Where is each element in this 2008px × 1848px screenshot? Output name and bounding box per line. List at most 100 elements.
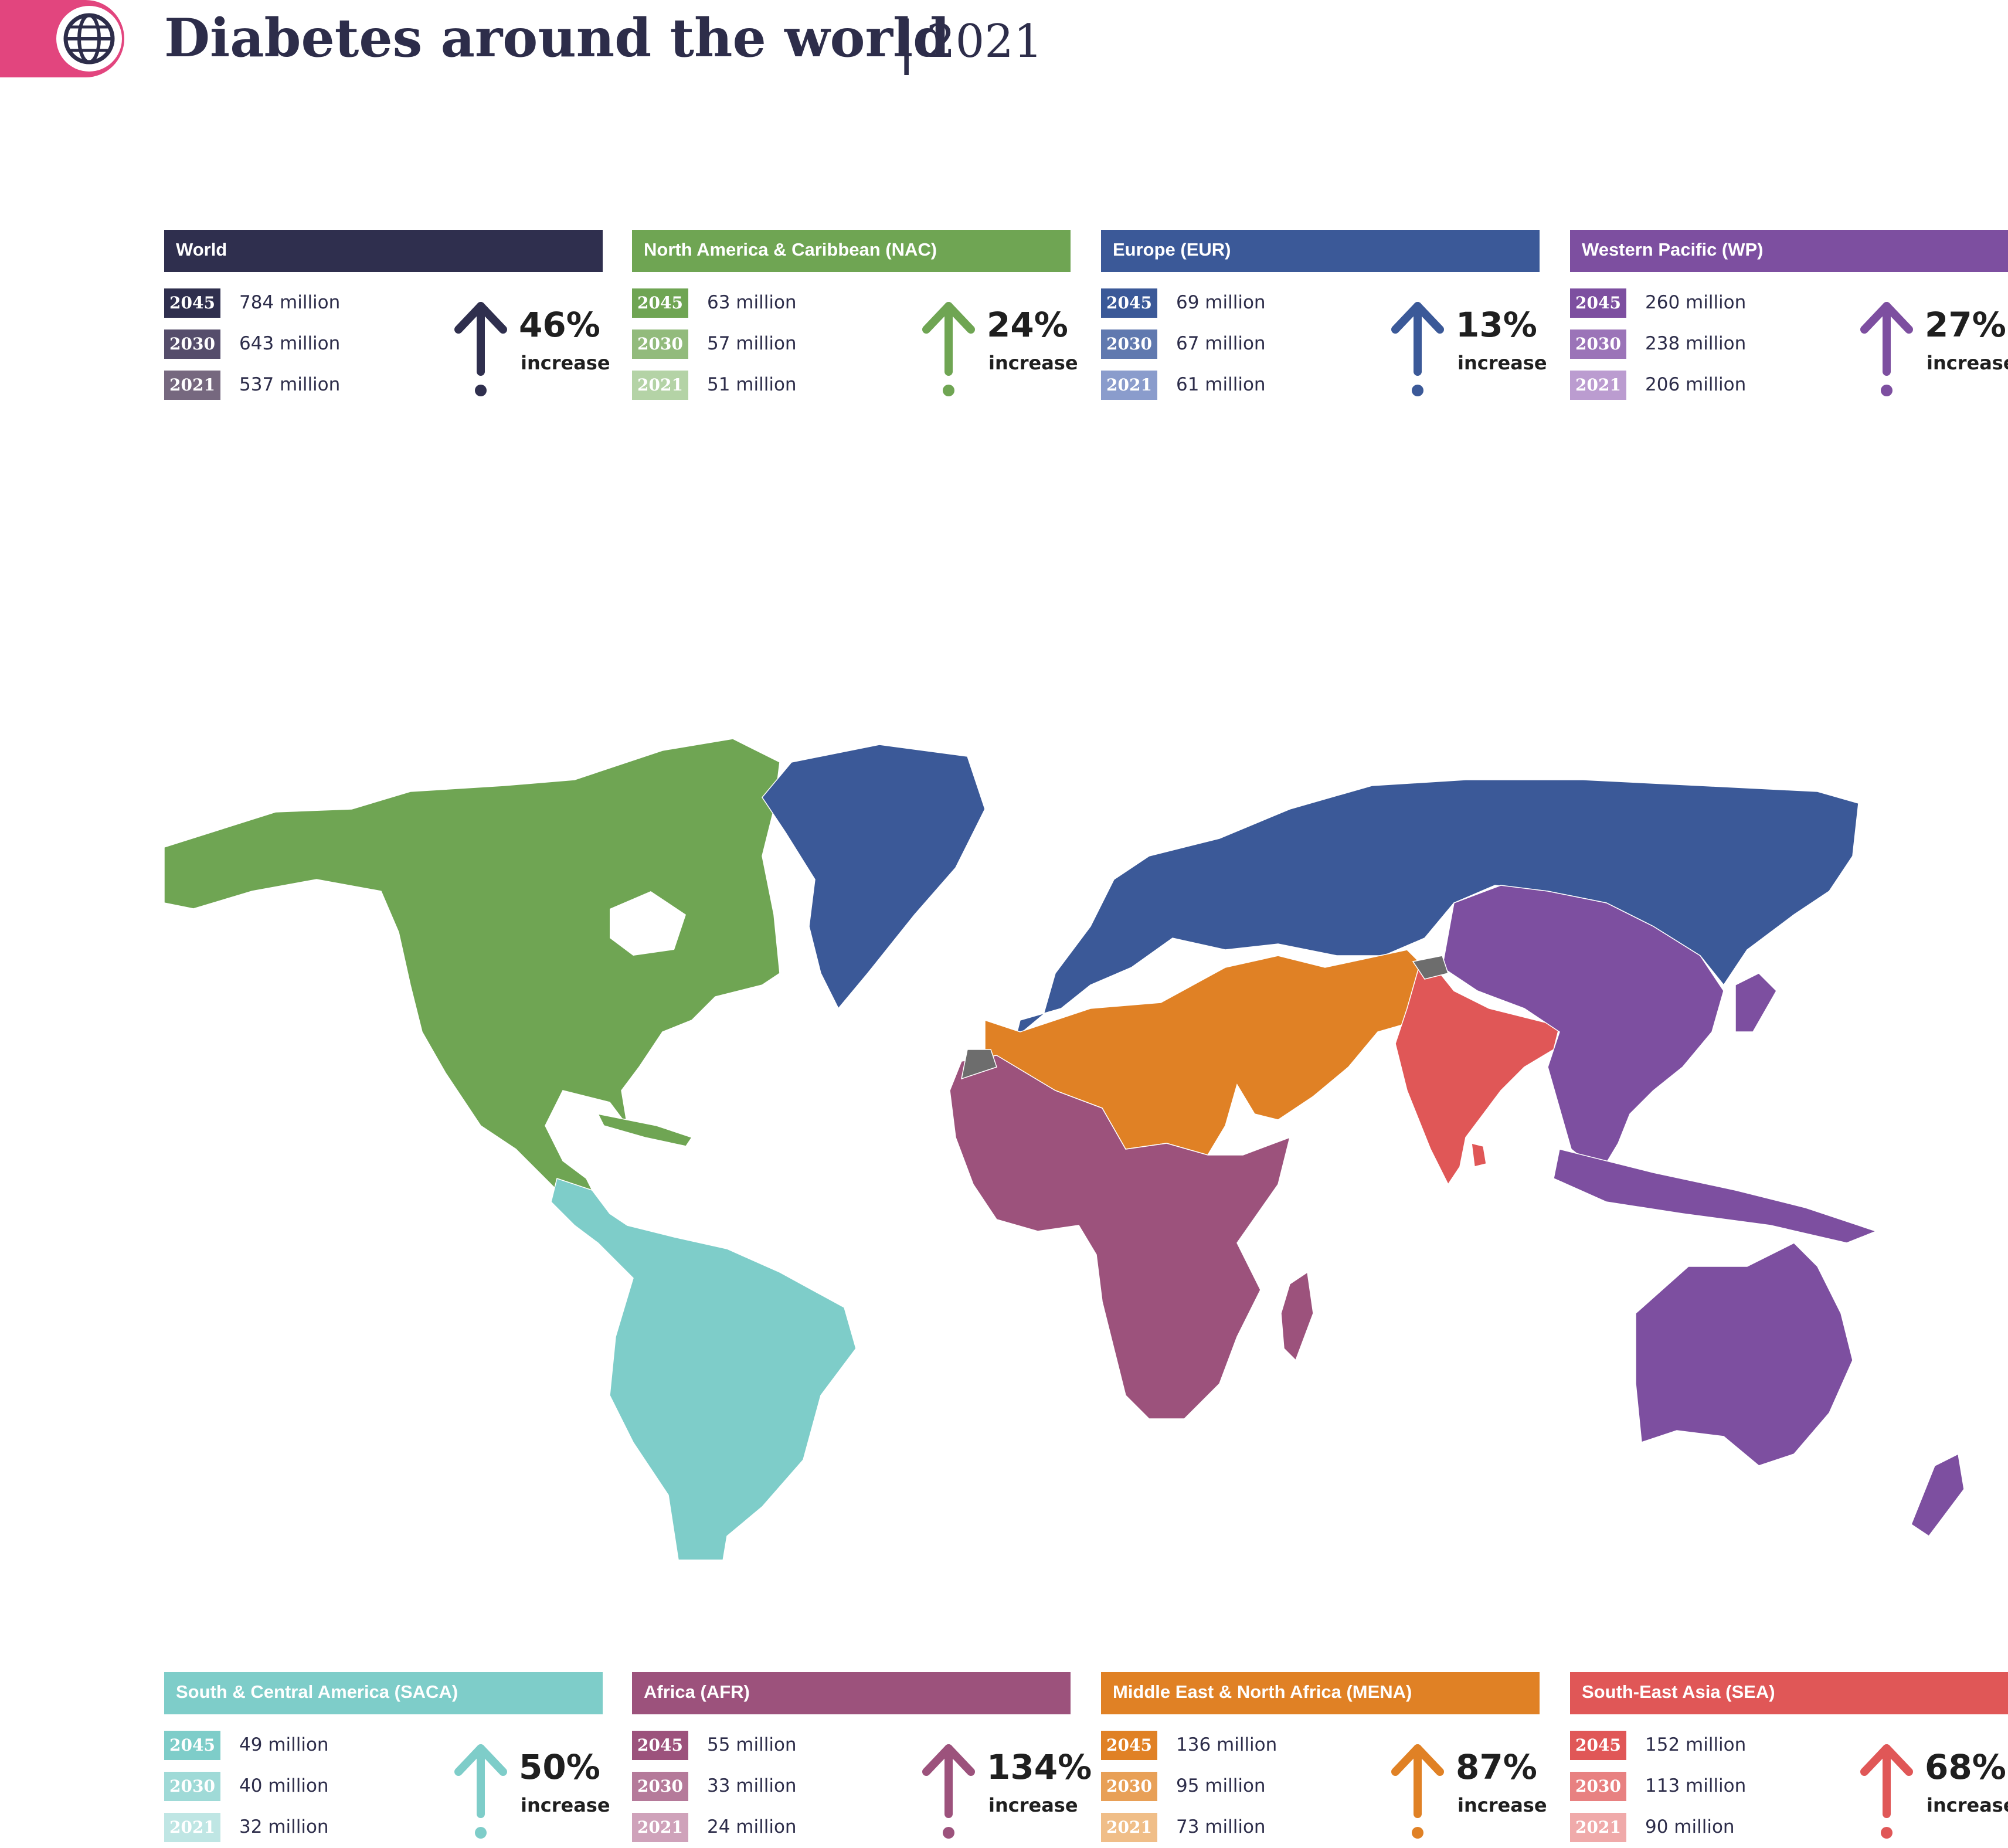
map-region-sea-srilanka (1471, 1143, 1487, 1167)
increase-label: increase (521, 1794, 610, 1816)
increase-percent: 68% (1925, 1747, 2006, 1787)
stat-value: 33 million (707, 1775, 797, 1796)
stat-value: 152 million (1645, 1734, 1747, 1755)
year-badge: 2021 (1570, 1813, 1626, 1842)
stat-row: 2021 73 million (1101, 1813, 1312, 1842)
panel-header: North America & Caribbean (NAC) (632, 230, 1071, 272)
year-badge: 2030 (164, 329, 220, 359)
map-hudson-bay (610, 891, 686, 956)
year-badge: 2045 (1570, 1731, 1626, 1760)
stat-value: 55 million (707, 1734, 797, 1755)
panel-title: South & Central America (SACA) (176, 1681, 458, 1702)
stat-value: 90 million (1645, 1816, 1735, 1837)
panel-header: Western Pacific (WP) (1570, 230, 2008, 272)
increase-label: increase (988, 1794, 1078, 1816)
stat-row: 2021 24 million (632, 1813, 843, 1842)
year-badge: 2021 (164, 371, 220, 400)
increase-percent: 27% (1925, 305, 2006, 345)
panel-mena: Middle East & North Africa (MENA) 2045 136… (1101, 1672, 1547, 1848)
stat-row: 2045 784 million (164, 288, 375, 318)
increase-percent: 87% (1456, 1747, 1537, 1787)
stat-row: 2021 206 million (1570, 371, 1781, 400)
year-badge: 2045 (632, 1731, 688, 1760)
stat-row: 2030 67 million (1101, 329, 1312, 359)
arrow-up-icon (922, 302, 975, 396)
stat-row: 2021 537 million (164, 371, 375, 400)
panel-header: Middle East & North Africa (MENA) (1101, 1672, 1540, 1714)
year-badge: 2030 (632, 329, 688, 359)
increase-percent: 134% (987, 1747, 1092, 1787)
arrow-up-icon (1860, 302, 1913, 396)
panel-header: Africa (AFR) (632, 1672, 1071, 1714)
year-badge: 2021 (1570, 371, 1626, 400)
stat-value: 63 million (707, 292, 797, 313)
panel-title: World (176, 239, 227, 260)
year-badge: 2021 (164, 1813, 220, 1842)
panel-title: Middle East & North Africa (MENA) (1113, 1681, 1412, 1702)
map-no-data-afghanistan (1412, 955, 1449, 980)
stat-value: 784 million (239, 292, 341, 313)
year-badge: 2021 (632, 1813, 688, 1842)
map-region-wp-australia (1635, 1242, 1853, 1466)
stat-value: 113 million (1645, 1775, 1747, 1796)
year-badge: 2030 (1570, 329, 1626, 359)
year-badge: 2030 (1101, 329, 1157, 359)
panel-eur: Europe (EUR) 2045 69 million 2030 67 million… (1101, 230, 1547, 406)
increase-label: increase (988, 352, 1078, 374)
increase-label: increase (1457, 352, 1547, 374)
stat-value: 61 million (1176, 374, 1266, 395)
stat-value: 238 million (1645, 333, 1747, 354)
year-badge: 2045 (164, 288, 220, 318)
year-badge: 2045 (164, 1731, 220, 1760)
stat-row: 2045 136 million (1101, 1731, 1312, 1760)
world-map (164, 738, 1965, 1560)
year-badge: 2030 (632, 1772, 688, 1801)
year-badge: 2030 (1101, 1772, 1157, 1801)
stat-row: 2030 95 million (1101, 1772, 1312, 1801)
stat-row: 2045 152 million (1570, 1731, 1781, 1760)
increase-percent: 50% (519, 1747, 600, 1787)
stat-value: 51 million (707, 374, 797, 395)
panel-header: South & Central America (SACA) (164, 1672, 603, 1714)
stat-row: 2021 51 million (632, 371, 843, 400)
arrow-up-icon (922, 1744, 975, 1839)
arrow-up-icon (1860, 1744, 1913, 1839)
stat-value: 40 million (239, 1775, 329, 1796)
stat-row: 2030 113 million (1570, 1772, 1781, 1801)
stat-value: 643 million (239, 333, 341, 354)
stat-row: 2021 32 million (164, 1813, 375, 1842)
stat-row: 2021 61 million (1101, 371, 1312, 400)
stat-row: 2021 90 million (1570, 1813, 1781, 1842)
increase-percent: 13% (1456, 305, 1537, 345)
increase-percent: 24% (987, 305, 1068, 345)
stat-row: 2045 55 million (632, 1731, 843, 1760)
increase-percent: 46% (519, 305, 600, 345)
increase-label: increase (1927, 352, 2008, 374)
map-region-nac-caribbean (597, 1113, 693, 1147)
stat-value: 136 million (1176, 1734, 1277, 1755)
year-badge: 2045 (1101, 288, 1157, 318)
year-badge: 2030 (164, 1772, 220, 1801)
stat-value: 537 million (239, 374, 341, 395)
stat-row: 2045 260 million (1570, 288, 1781, 318)
page-title: Diabetes around the world (164, 7, 950, 69)
map-region-wp (1442, 885, 1724, 1174)
stat-row: 2030 238 million (1570, 329, 1781, 359)
panel-title: Europe (EUR) (1113, 239, 1231, 260)
stat-row: 2045 49 million (164, 1731, 375, 1760)
map-region-afr-madagascar (1280, 1271, 1314, 1361)
year-badge: 2045 (1570, 288, 1626, 318)
map-no-data-westernsahara (961, 1049, 997, 1080)
stat-value: 260 million (1645, 292, 1747, 313)
year-badge: 2045 (1101, 1731, 1157, 1760)
stat-row: 2030 643 million (164, 329, 375, 359)
page-year: 2021 (926, 15, 1043, 68)
globe-icon (56, 6, 122, 72)
panel-header: World (164, 230, 603, 272)
panel-sea: South-East Asia (SEA) 2045 152 million 2030… (1570, 1672, 2008, 1848)
panel-title: Africa (AFR) (644, 1681, 750, 1702)
year-badge: 2021 (1101, 1813, 1157, 1842)
panel-header: Europe (EUR) (1101, 230, 1540, 272)
stat-value: 69 million (1176, 292, 1266, 313)
year-badge: 2021 (632, 371, 688, 400)
